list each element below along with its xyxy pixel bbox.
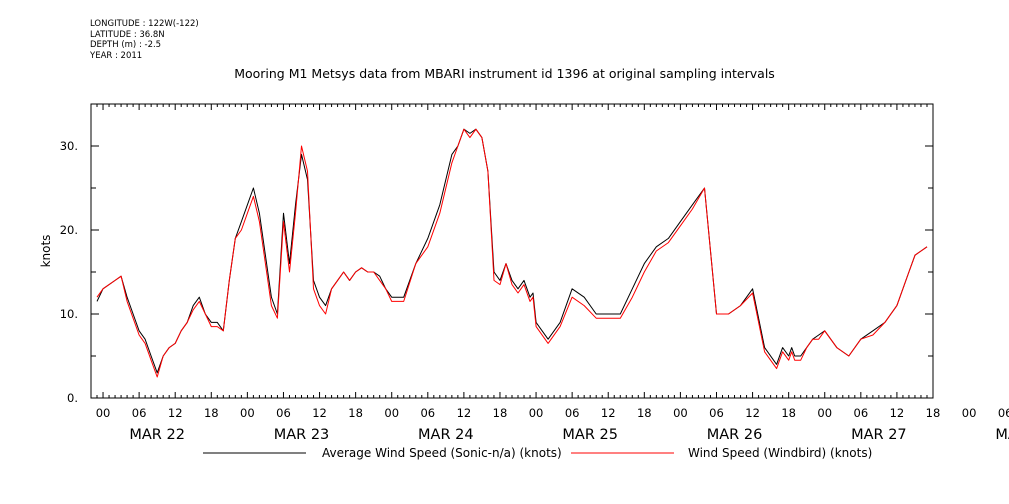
x-tick-label: 06 — [998, 406, 1009, 420]
x-day-label: MAR 28 — [995, 427, 1009, 443]
x-day-label: MAR 23 — [274, 427, 330, 443]
x-tick-label: 06 — [420, 406, 435, 420]
x-day-label: MAR 24 — [418, 427, 474, 443]
x-tick-label: 00 — [96, 406, 111, 420]
y-tick-label: 20. — [60, 223, 78, 237]
x-tick-label: 00 — [240, 406, 255, 420]
x-tick-label: 12 — [312, 406, 327, 420]
x-tick-label: 06 — [132, 406, 147, 420]
longitude-text: LONGITUDE : 122W(-122) — [90, 19, 199, 29]
x-tick-label: 18 — [637, 406, 652, 420]
x-tick-label: 18 — [348, 406, 363, 420]
legend-label-average-wind: Average Wind Speed (Sonic-n/a) (knots) — [322, 446, 562, 460]
year-text: YEAR : 2011 — [90, 50, 143, 61]
x-tick-label: 18 — [204, 406, 219, 420]
y-tick-label: 0. — [67, 391, 78, 405]
latitude-text: LATITUDE : 36.8N — [90, 29, 165, 40]
legend-label-windbird: Wind Speed (Windbird) (knots) — [688, 446, 873, 460]
x-day-label: MAR 26 — [707, 427, 763, 443]
series-average-wind-speed — [96, 128, 928, 374]
x-tick-label: 00 — [673, 406, 688, 420]
x-tick-label: 00 — [817, 406, 832, 420]
x-tick-label: 00 — [962, 406, 977, 420]
x-tick-label: 00 — [529, 406, 544, 420]
x-day-label: MAR 25 — [562, 427, 618, 443]
x-tick-label: 06 — [276, 406, 291, 420]
x-tick-label: 06 — [709, 406, 724, 420]
depth-text: DEPTH (m) : -2.5 — [90, 40, 162, 50]
x-tick-label: 12 — [745, 406, 760, 420]
x-day-label: MAR 27 — [851, 427, 907, 443]
series-layer — [96, 128, 928, 378]
y-tick-label: 10. — [60, 307, 78, 321]
x-tick-label: 00 — [384, 406, 399, 420]
x-tick-label: 12 — [890, 406, 905, 420]
x-tick-label: 06 — [854, 406, 869, 420]
x-tick-label: 06 — [565, 406, 580, 420]
x-tick-label: 18 — [781, 406, 796, 420]
series-windbird-wind-speed — [96, 128, 928, 378]
x-tick-label: 12 — [601, 406, 616, 420]
metadata-block: LONGITUDE : 122W(-122) LATITUDE : 36.8N … — [90, 19, 199, 61]
x-tick-label: 18 — [926, 406, 941, 420]
axes: 00 06 12 18 00 06 12 18 00 06 12 18 00 06 12 18 00 06 12 18… — [60, 103, 1009, 443]
x-tick-label: 12 — [168, 406, 183, 420]
chart-title: Mooring M1 Metsys data from MBARI instru… — [234, 66, 775, 81]
x-tick-label: 12 — [457, 406, 472, 420]
y-axis-label: knots — [39, 235, 53, 268]
y-tick-label: 30. — [60, 139, 78, 153]
x-tick-label: 18 — [493, 406, 508, 420]
x-day-label: MAR 22 — [129, 427, 185, 443]
